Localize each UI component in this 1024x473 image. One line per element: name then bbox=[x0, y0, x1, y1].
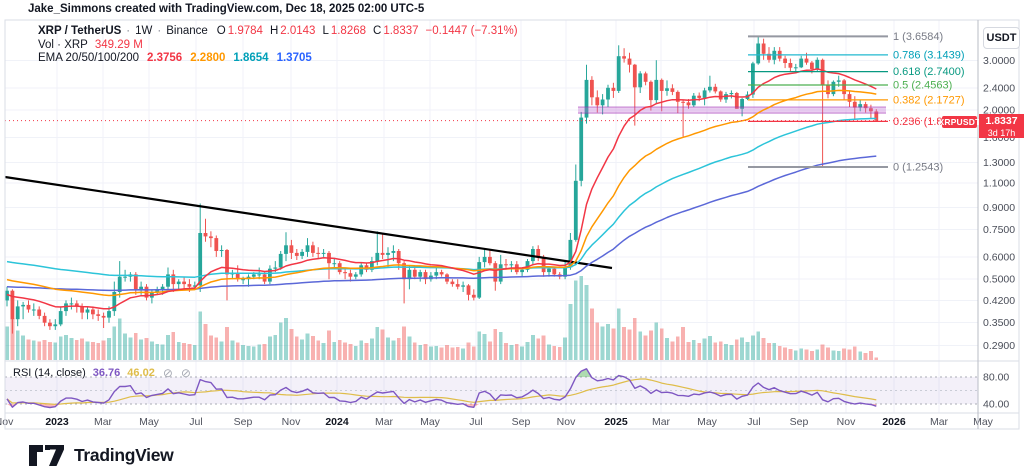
low-value: 1.8268 bbox=[330, 24, 367, 37]
svg-text:0.4200: 0.4200 bbox=[983, 295, 1015, 307]
grid-layer bbox=[5, 20, 978, 413]
svg-text:0.5 (2.4563): 0.5 (2.4563) bbox=[893, 80, 952, 92]
ema200-value: 1.3705 bbox=[276, 51, 312, 64]
svg-text:Nov: Nov bbox=[0, 416, 14, 428]
price-axis-currency-badge[interactable]: USDT bbox=[983, 27, 1020, 49]
trendline[interactable] bbox=[4, 175, 613, 270]
candlestick-layer bbox=[5, 36, 879, 334]
hidden-plot-icon[interactable]: ⊘ bbox=[180, 366, 191, 380]
rsi-ma-value: 46.02 bbox=[127, 367, 155, 379]
ema50-value: 2.2800 bbox=[190, 51, 226, 64]
symbol-name[interactable]: XRP / TetherUS bbox=[38, 24, 122, 37]
svg-text:Jul: Jul bbox=[469, 416, 482, 428]
svg-text:40.00: 40.00 bbox=[983, 399, 1009, 411]
svg-text:1.1000: 1.1000 bbox=[983, 178, 1015, 190]
volume-label: Vol · XRP bbox=[38, 38, 88, 51]
symbol-price-badge: XRPUSDT bbox=[938, 115, 981, 128]
ema50-line bbox=[6, 89, 877, 297]
svg-text:Mar: Mar bbox=[930, 416, 949, 428]
svg-text:0 (1.2543): 0 (1.2543) bbox=[893, 162, 943, 174]
volume-layer bbox=[5, 276, 879, 360]
svg-text:2025: 2025 bbox=[604, 416, 628, 428]
high-value: 2.0143 bbox=[280, 24, 316, 37]
volume-value: 349.29 M bbox=[94, 38, 143, 51]
ema100-value: 1.8654 bbox=[233, 51, 269, 64]
open-value: 1.9784 bbox=[227, 24, 263, 37]
svg-text:2024: 2024 bbox=[325, 416, 349, 428]
support-zone[interactable] bbox=[578, 106, 886, 114]
hidden-plot-icon[interactable]: ⊘ bbox=[162, 366, 173, 380]
rsi-label: RSI (14, close) bbox=[13, 367, 86, 379]
svg-text:2023: 2023 bbox=[45, 416, 69, 428]
svg-text:Mar: Mar bbox=[375, 416, 394, 428]
ema200-line bbox=[6, 155, 877, 292]
svg-text:0.3500: 0.3500 bbox=[983, 317, 1015, 329]
svg-text:0.618 (2.7400): 0.618 (2.7400) bbox=[893, 66, 965, 78]
svg-text:May: May bbox=[420, 416, 441, 428]
symbol-legend-row[interactable]: XRP / TetherUS · 1W · Binance O 1.9784 H… bbox=[38, 24, 518, 37]
change-value: −0.1447 (−7.31%) bbox=[425, 24, 518, 37]
separator: · bbox=[126, 24, 131, 37]
ema-legend-row[interactable]: EMA 20/50/100/200 2.3756 2.2800 1.8654 1… bbox=[38, 51, 312, 64]
svg-text:May: May bbox=[697, 416, 718, 428]
svg-text:0.7500: 0.7500 bbox=[983, 224, 1015, 236]
rsi-legend-row[interactable]: RSI (14, close) 36.76 46.02 ⊘ ⊘ bbox=[13, 366, 191, 380]
svg-text:2026: 2026 bbox=[882, 416, 906, 428]
high-label: H bbox=[269, 24, 279, 37]
tradingview-logo[interactable]: TradingView bbox=[28, 444, 174, 467]
svg-text:0.786 (3.1439): 0.786 (3.1439) bbox=[893, 49, 965, 61]
separator: · bbox=[157, 24, 162, 37]
exchange-label: Binance bbox=[166, 24, 208, 37]
close-label: C bbox=[373, 24, 382, 37]
svg-text:0.382 (2.1727): 0.382 (2.1727) bbox=[893, 94, 965, 106]
low-label: L bbox=[322, 24, 329, 37]
attribution: Jake_Simmons created with TradingView.co… bbox=[28, 3, 425, 15]
open-label: O bbox=[216, 24, 226, 37]
svg-text:May: May bbox=[139, 416, 160, 428]
svg-text:80.00: 80.00 bbox=[983, 372, 1009, 384]
svg-text:Nov: Nov bbox=[837, 416, 856, 428]
bar-countdown-label: 3d 17h bbox=[979, 127, 1024, 138]
close-value: 1.8337 bbox=[383, 24, 419, 37]
svg-text:Nov: Nov bbox=[282, 416, 301, 428]
ema20-line bbox=[6, 68, 877, 310]
svg-text:0.2900: 0.2900 bbox=[983, 340, 1015, 352]
rsi-line bbox=[6, 368, 877, 409]
price-axis-labels[interactable]: 3.00002.40002.00001.60001.30001.10000.90… bbox=[983, 55, 1015, 410]
svg-text:1.3000: 1.3000 bbox=[983, 157, 1015, 169]
last-price-label: 1.8337 bbox=[979, 114, 1024, 127]
ema100-line bbox=[6, 117, 877, 278]
tradingview-logo-text: TradingView bbox=[74, 445, 174, 465]
svg-text:Jul: Jul bbox=[189, 416, 202, 428]
ema20-value: 2.3756 bbox=[147, 51, 183, 64]
svg-text:2.0000: 2.0000 bbox=[983, 105, 1015, 117]
time-axis-labels[interactable]: Nov 2023 Mar May Jul Sep Nov 2024 Mar May Jul Sep No… bbox=[0, 416, 994, 428]
chart-frame bbox=[4, 19, 1020, 430]
svg-text:Sep: Sep bbox=[512, 416, 531, 428]
tradingview-logo-icon bbox=[29, 445, 64, 466]
rsi-oversold-fill bbox=[7, 404, 877, 408]
svg-text:May: May bbox=[973, 416, 994, 428]
svg-text:Nov: Nov bbox=[557, 416, 576, 428]
interval-label[interactable]: 1W bbox=[135, 24, 153, 37]
ema-label: EMA 20/50/100/200 bbox=[38, 51, 140, 64]
svg-text:0.6000: 0.6000 bbox=[983, 251, 1015, 263]
svg-text:Jul: Jul bbox=[747, 416, 760, 428]
svg-text:0.9000: 0.9000 bbox=[983, 202, 1015, 214]
rsi-value: 36.76 bbox=[92, 367, 121, 379]
svg-text:Mar: Mar bbox=[652, 416, 671, 428]
svg-text:2.4000: 2.4000 bbox=[983, 82, 1015, 94]
svg-text:0.5000: 0.5000 bbox=[983, 274, 1015, 286]
svg-text:Mar: Mar bbox=[94, 416, 113, 428]
svg-text:Sep: Sep bbox=[790, 416, 809, 428]
svg-text:Sep: Sep bbox=[234, 416, 253, 428]
svg-text:3.0000: 3.0000 bbox=[983, 55, 1015, 67]
volume-legend-row[interactable]: Vol · XRP 349.29 M bbox=[38, 38, 143, 51]
svg-text:1 (3.6584): 1 (3.6584) bbox=[893, 31, 943, 43]
